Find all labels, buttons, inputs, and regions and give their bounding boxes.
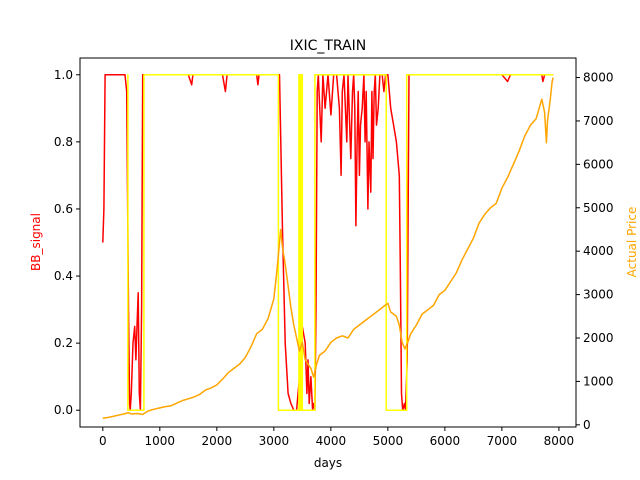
y-tick-label: 0.0 xyxy=(54,403,73,417)
x-tick-label: 3000 xyxy=(259,434,290,448)
actual-price-line xyxy=(102,77,554,420)
x-axis: 0 1000 2000 3000 4000 5000 6000 7000 8000 xyxy=(99,427,574,448)
x-tick-label: 4000 xyxy=(316,434,347,448)
y2-tick-label: 3000 xyxy=(583,288,614,302)
y-tick-label: 0.4 xyxy=(54,269,73,283)
y2-tick-label: 4000 xyxy=(583,244,614,258)
y2-tick-label: 0 xyxy=(583,418,591,432)
y2-tick-label: 6000 xyxy=(583,157,614,171)
x-tick-label: 8000 xyxy=(544,434,575,448)
x-tick-label: 5000 xyxy=(373,434,404,448)
y2-tick-label: 7000 xyxy=(583,114,614,128)
y-tick-label: 0.8 xyxy=(54,135,73,149)
y-tick-label: 0.6 xyxy=(54,202,73,216)
plot-area xyxy=(80,58,576,427)
y2-tick-label: 5000 xyxy=(583,201,614,215)
plot-frame xyxy=(79,57,577,428)
x-tick-label: 2000 xyxy=(202,434,233,448)
position-line xyxy=(127,74,554,411)
x-axis-label: days xyxy=(314,456,342,470)
chart-title: IXIC_TRAIN xyxy=(290,38,367,54)
x-tick-label: 6000 xyxy=(430,434,461,448)
y-axis-left-label: BB_signal xyxy=(29,213,43,271)
y-axis-right: 0 1000 2000 3000 4000 5000 6000 7000 8000 xyxy=(576,71,614,432)
y-tick-label: 0.2 xyxy=(54,336,73,350)
y2-tick-label: 8000 xyxy=(583,71,614,85)
y-tick-label: 1.0 xyxy=(54,68,73,82)
y-axis-right-label: Actual Price xyxy=(625,207,639,278)
y2-tick-label: 1000 xyxy=(583,374,614,388)
bb-signal-line xyxy=(102,74,554,411)
x-tick-label: 7000 xyxy=(487,434,518,448)
x-tick-label: 1000 xyxy=(145,434,176,448)
series-layer xyxy=(102,74,554,420)
y-axis-left: 0.0 0.2 0.4 0.6 0.8 1.0 xyxy=(54,68,80,417)
x-tick-label: 0 xyxy=(99,434,107,448)
y2-tick-label: 2000 xyxy=(583,331,614,345)
